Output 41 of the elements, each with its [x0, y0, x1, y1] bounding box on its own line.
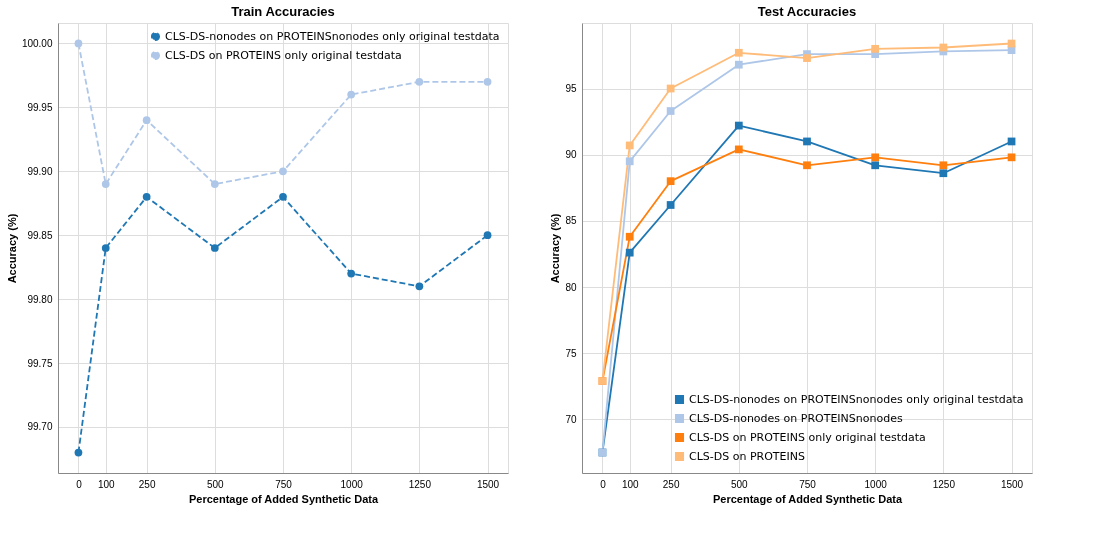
legend-label: CLS-DS on PROTEINS only original testdata	[689, 430, 926, 444]
y-tick-label: 100.00	[21, 37, 53, 49]
x-tick-label: 0	[76, 478, 83, 490]
y-tick-label: 70	[565, 413, 577, 425]
y-tick-label: 80	[565, 281, 577, 293]
y-tick-label: 99.70	[27, 421, 53, 433]
legend-label: CLS-DS-nonodes on PROTEINSnonodes	[689, 411, 903, 425]
y-tick-label: 99.80	[27, 293, 53, 305]
x-tick-label: 750	[799, 478, 817, 490]
y-tick-label: 90	[565, 149, 577, 161]
x-tick-label: 0	[600, 478, 607, 490]
x-tick-label: 250	[138, 478, 156, 490]
y-tick-label: 85	[565, 215, 577, 227]
y-tick-label: 75	[565, 347, 577, 359]
legend-label: CLS-DS on PROTEINS only original testdata	[165, 48, 402, 62]
y-tick-label: 99.75	[27, 357, 53, 369]
x-tick-label: 750	[275, 478, 293, 490]
legend-label: CLS-DS-nonodes on PROTEINSnonodes only original testdata	[689, 392, 1024, 406]
y-tick-label: 95	[565, 83, 577, 95]
x-tick-label: 100	[621, 478, 640, 490]
y-tick-label: 99.85	[27, 229, 53, 241]
y-axis-title: Accuracy (%)	[549, 213, 562, 284]
legend-label: CLS-DS on PROTEINS	[689, 449, 805, 463]
y-axis-title: Accuracy (%)	[5, 213, 18, 284]
y-tick-label: 99.90	[27, 165, 53, 177]
legend-label: CLS-DS-nonodes on PROTEINSnonodes only original testdata	[165, 29, 500, 43]
x-tick-label: 1250	[408, 478, 432, 490]
x-tick-label: 1250	[932, 478, 956, 490]
x-tick-label: 1000	[864, 478, 888, 490]
y-tick-label: 99.95	[27, 101, 53, 113]
x-axis-title: Percentage of Added Synthetic Data	[188, 492, 379, 505]
x-tick-label: 1500	[1000, 478, 1024, 490]
x-tick-label: 500	[730, 478, 749, 490]
chart-title: Test Accuracies	[757, 4, 857, 19]
x-axis-title: Percentage of Added Synthetic Data	[712, 492, 903, 505]
chart-title: Train Accuracies	[231, 4, 335, 19]
x-tick-label: 100	[97, 478, 116, 490]
x-tick-label: 250	[662, 478, 680, 490]
x-tick-label: 1000	[340, 478, 364, 490]
x-tick-label: 500	[206, 478, 225, 490]
x-tick-label: 1500	[476, 478, 500, 490]
